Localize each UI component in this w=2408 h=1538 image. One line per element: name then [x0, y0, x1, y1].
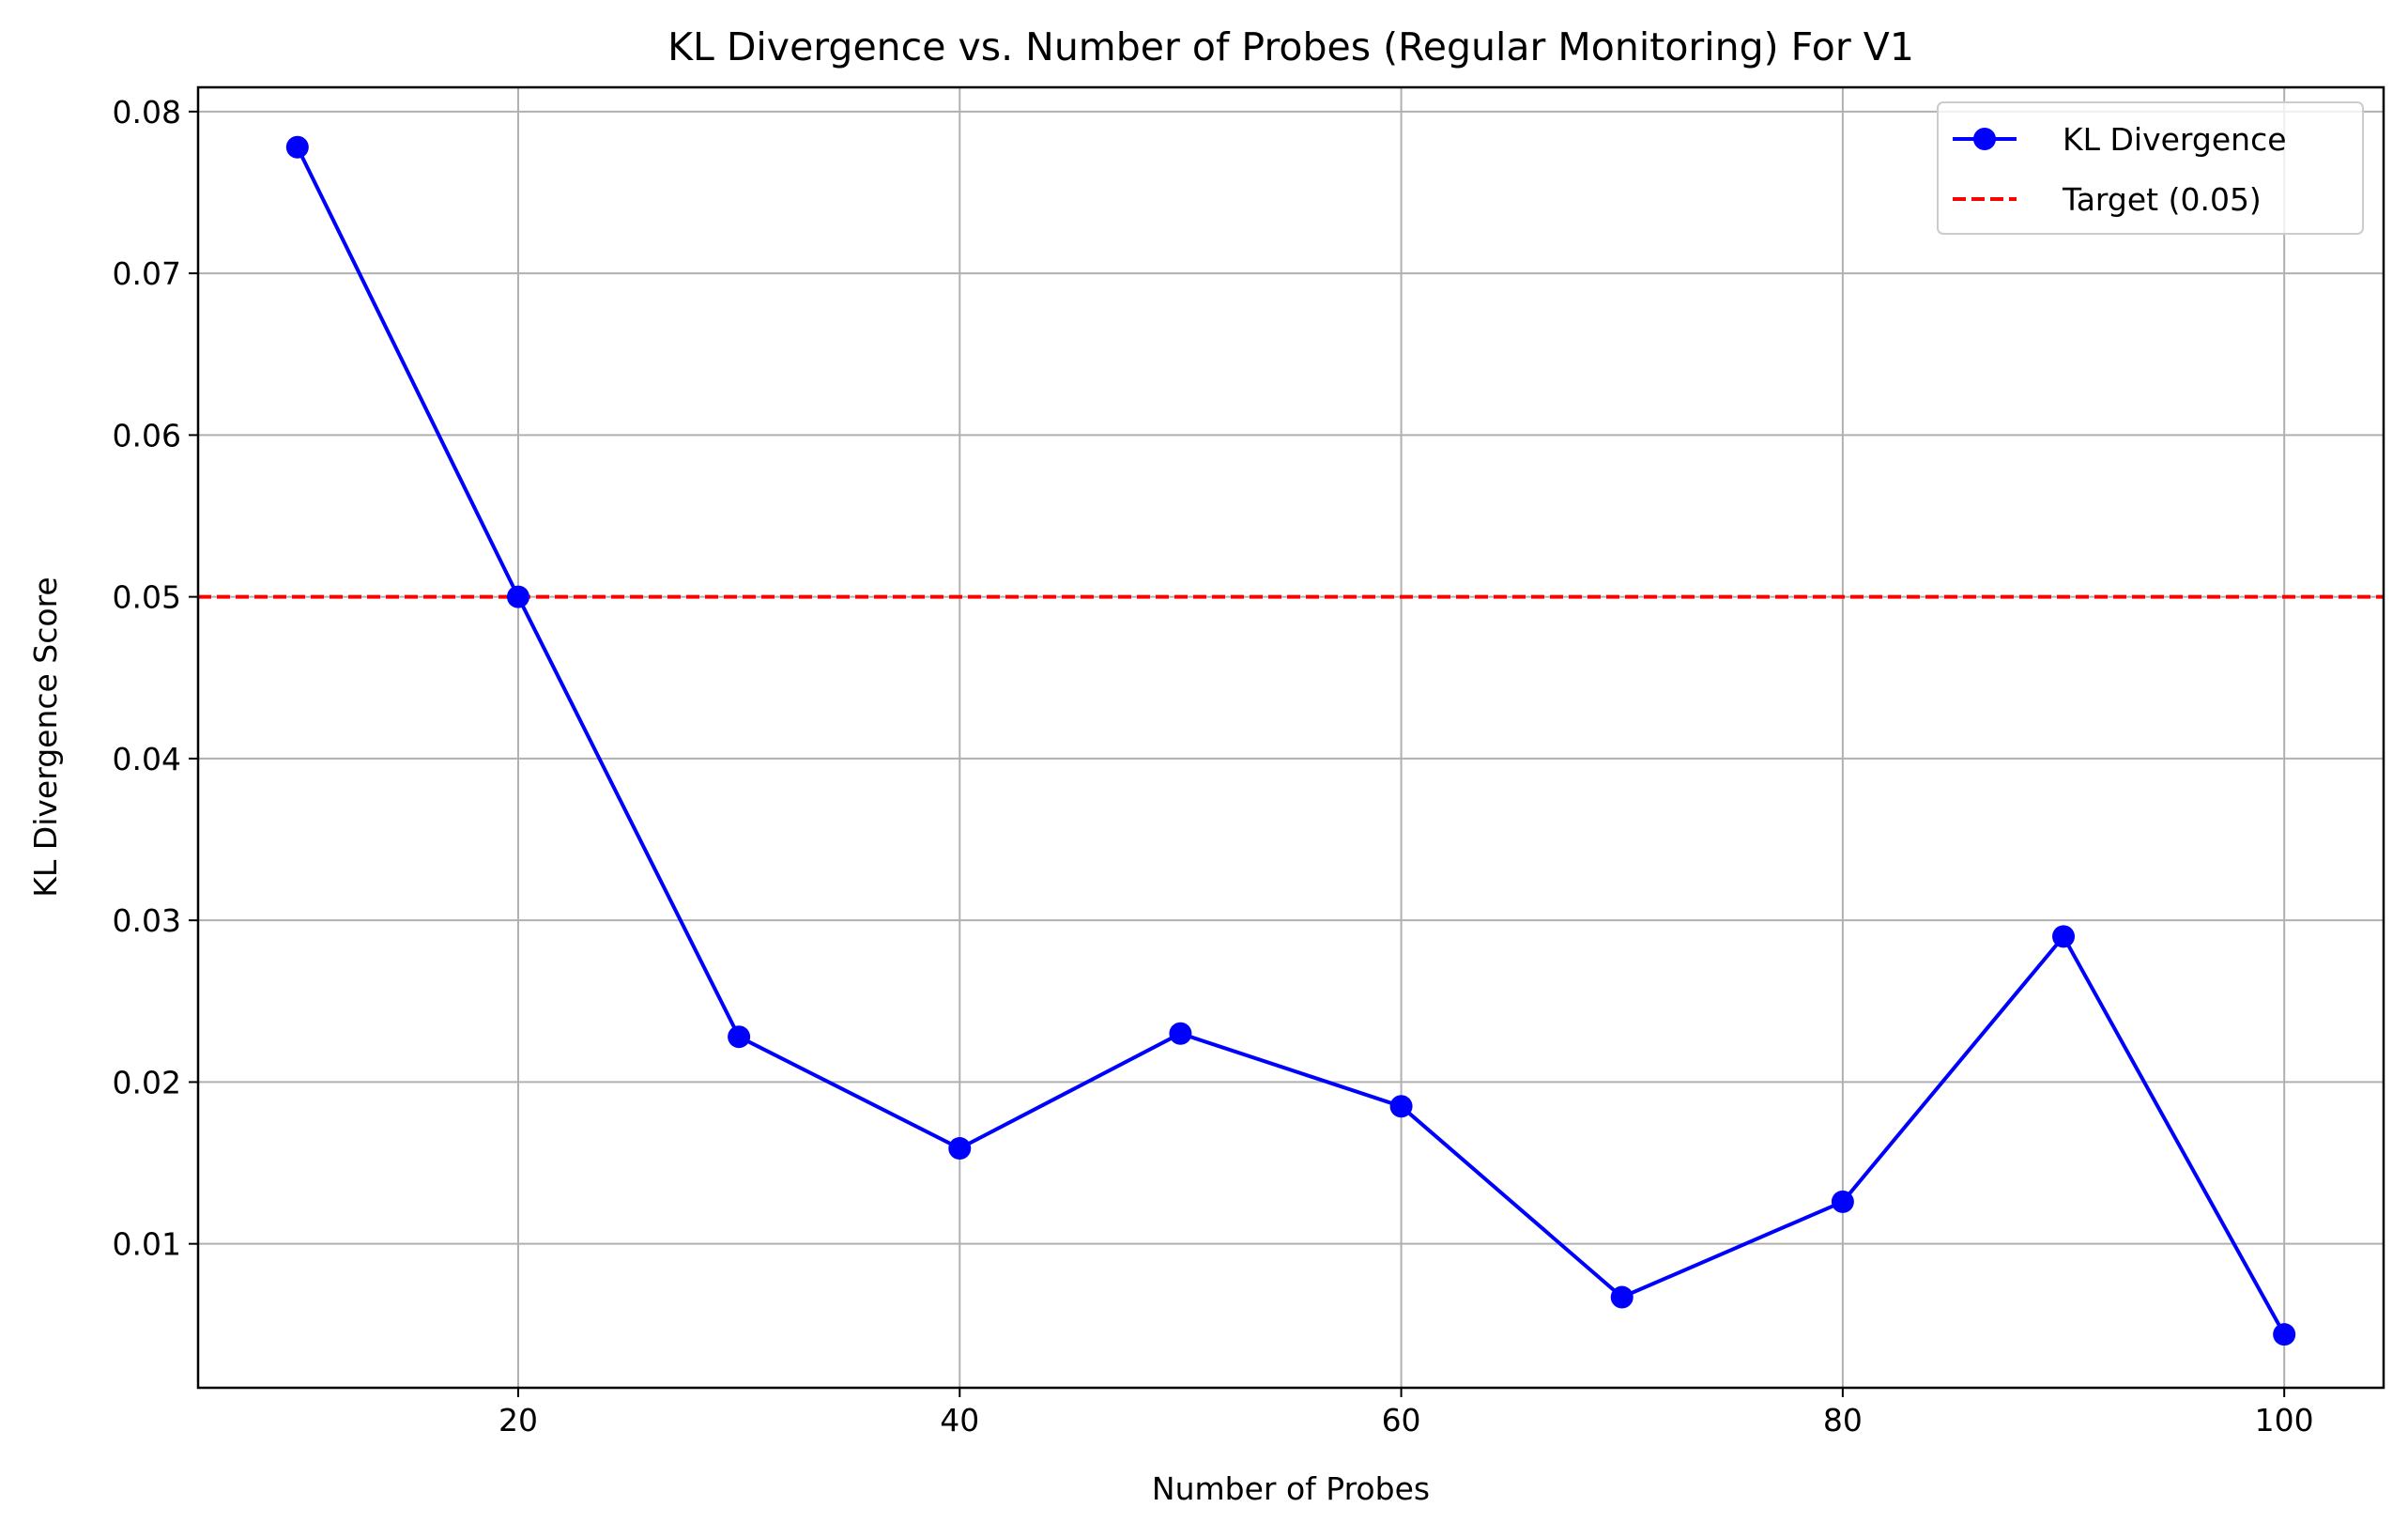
legend-marker-swatch [1973, 128, 1996, 150]
kl-divergence-point [2052, 925, 2076, 948]
chart-title: KL Divergence vs. Number of Probes (Regu… [667, 24, 1914, 69]
legend-label-target: Target (0.05) [2062, 181, 2262, 218]
y-tick-label: 0.06 [113, 417, 181, 454]
kl-divergence-point [1389, 1095, 1413, 1118]
legend: KL Divergence Target (0.05) [1937, 101, 2364, 235]
y-tick-label: 0.03 [113, 902, 181, 939]
plot-frame [196, 85, 2385, 1390]
kl-divergence-point [1169, 1022, 1192, 1045]
kl-divergence-point [948, 1137, 972, 1161]
series-layer [285, 135, 2296, 1346]
y-tick-label: 0.07 [113, 255, 181, 292]
y-tick-label: 0.08 [113, 94, 181, 131]
y-tick-label: 0.04 [113, 741, 181, 777]
legend-label-kl-divergence: KL Divergence [2063, 121, 2287, 158]
x-tick-label: 80 [1823, 1402, 1863, 1438]
x-axis-label: Number of Probes [1152, 1470, 1430, 1507]
y-tick-label: 0.01 [113, 1226, 181, 1263]
kl-divergence-point [728, 1025, 751, 1049]
kl-divergence-point [506, 585, 529, 608]
kl-divergence-line [296, 146, 2286, 1336]
y-tick-label: 0.05 [113, 579, 181, 616]
x-tick-label: 40 [940, 1402, 979, 1438]
y-tick-label: 0.02 [113, 1064, 181, 1100]
x-tick-label: 100 [2255, 1402, 2314, 1438]
kl-divergence-point [1831, 1190, 1854, 1213]
kl-divergence-point [285, 135, 309, 159]
x-axis-ticks: 20 40 60 80 100 [498, 1388, 2314, 1438]
x-tick-label: 60 [1382, 1402, 1421, 1438]
legend-box [1937, 101, 2364, 235]
y-axis-label: KL Divergence Score [27, 577, 64, 897]
x-tick-label: 20 [498, 1402, 538, 1438]
y-axis-ticks: 0.01 0.02 0.03 0.04 0.05 0.06 0.07 0.08 [113, 94, 198, 1263]
kl-divergence-point [2273, 1323, 2296, 1346]
kl-divergence-point [1610, 1285, 1633, 1309]
